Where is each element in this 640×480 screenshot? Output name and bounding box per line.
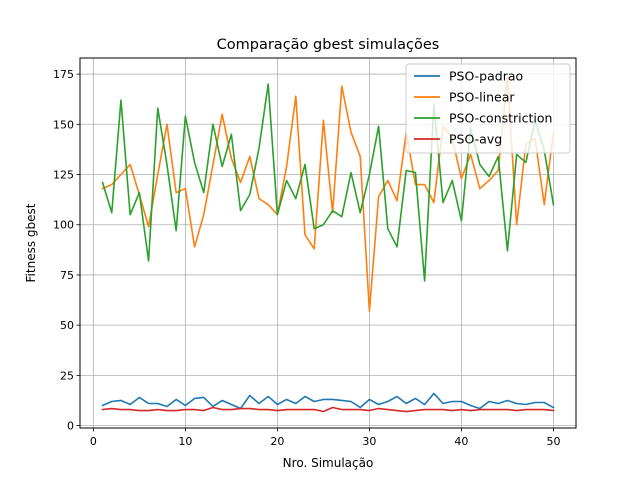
y-tick-label: 100 bbox=[53, 219, 74, 232]
y-tick-label: 25 bbox=[60, 369, 74, 382]
y-tick-label: 125 bbox=[53, 169, 74, 182]
x-tick-label: 40 bbox=[454, 435, 468, 448]
series-line-pso-constriction bbox=[101, 83, 555, 282]
legend-label: PSO-linear bbox=[449, 90, 515, 105]
series-lines bbox=[101, 75, 555, 413]
y-axis-label: Fitness gbest bbox=[24, 203, 38, 282]
y-tick-label: 150 bbox=[53, 118, 74, 131]
x-tick-label: 0 bbox=[90, 435, 97, 448]
plot-frame bbox=[79, 57, 577, 429]
y-tick-label: 50 bbox=[60, 319, 74, 332]
series-line-pso-padrao bbox=[101, 392, 555, 410]
y-axis-ticks: 0 25 50 75 100 125 150 175 bbox=[53, 68, 80, 433]
y-tick-label: 0 bbox=[67, 420, 74, 433]
legend-box bbox=[405, 63, 571, 154]
x-tick-label: 50 bbox=[546, 435, 560, 448]
chart-title: Comparação gbest simulações bbox=[217, 37, 440, 53]
x-tick-label: 20 bbox=[270, 435, 284, 448]
x-tick-label: 30 bbox=[362, 435, 376, 448]
x-tick-label: 10 bbox=[178, 435, 192, 448]
legend: PSO-padrao PSO-linear PSO-constriction PSO-… bbox=[405, 63, 571, 154]
grid bbox=[80, 58, 576, 428]
y-tick-label: 75 bbox=[60, 269, 74, 282]
legend-label: PSO-avg bbox=[449, 132, 502, 147]
legend-label: PSO-padrao bbox=[449, 69, 523, 84]
legend-label: PSO-constriction bbox=[449, 111, 552, 126]
x-axis-label: Nro. Simulação bbox=[283, 456, 374, 470]
y-tick-label: 175 bbox=[53, 68, 74, 81]
x-axis-ticks: 0 10 20 30 40 50 bbox=[90, 428, 560, 448]
series-line-pso-linear bbox=[101, 75, 555, 312]
series-line-pso-avg bbox=[101, 406, 555, 413]
